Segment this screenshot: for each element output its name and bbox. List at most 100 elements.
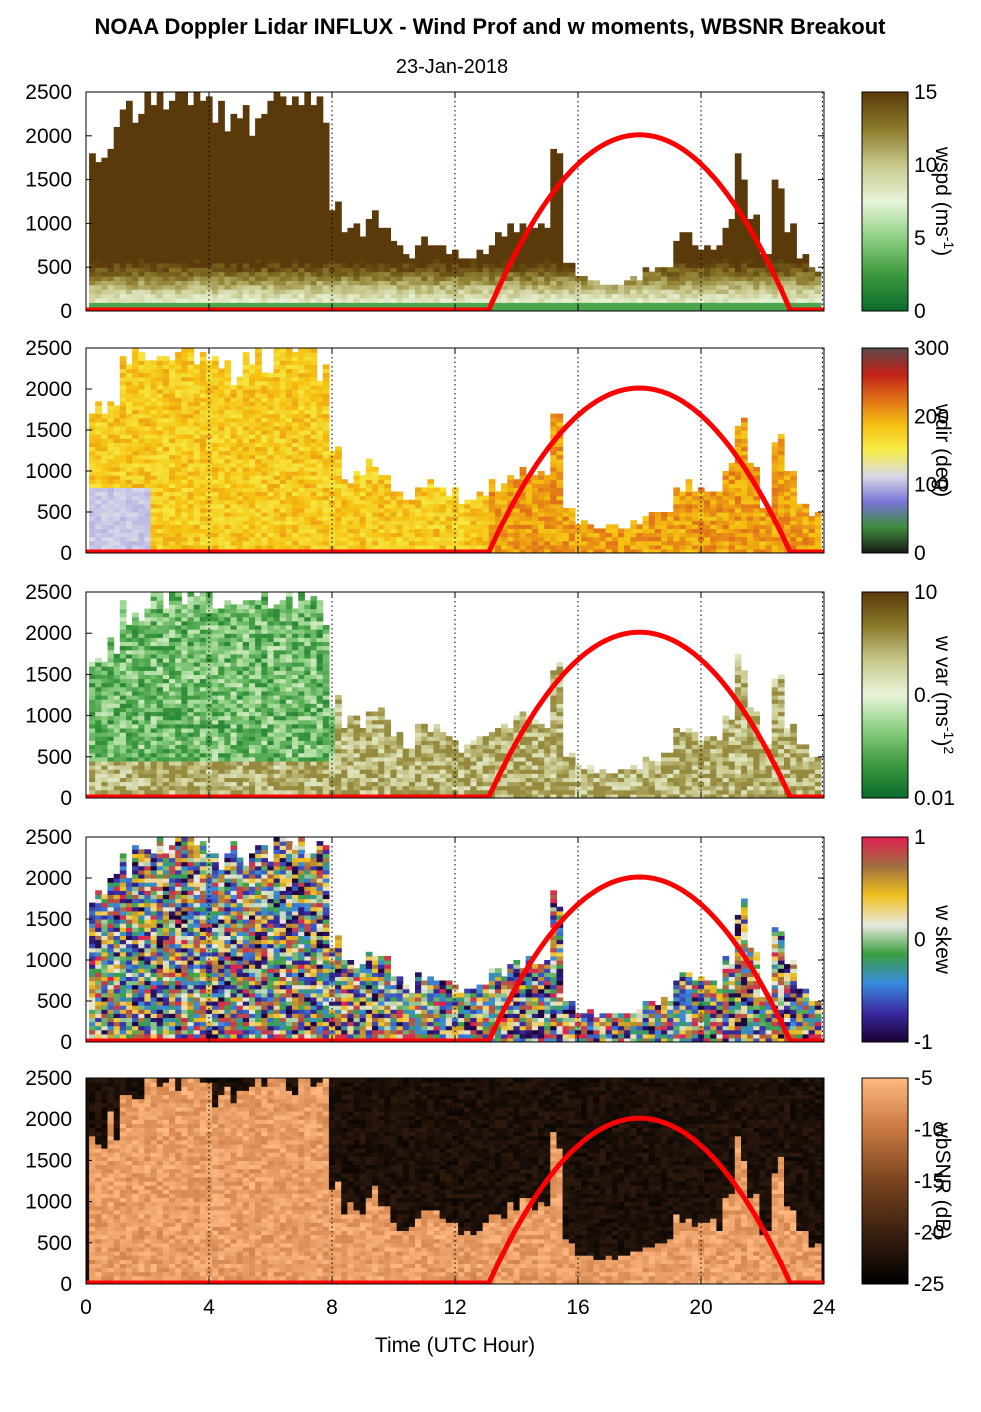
heatmap-cell [193, 487, 201, 493]
heatmap-cell [162, 127, 170, 132]
heatmap-cell [335, 466, 342, 472]
heatmap-cell [199, 425, 207, 431]
heatmap-cell [255, 140, 262, 146]
heatmap-cell [138, 475, 145, 480]
heatmap-cell [488, 258, 496, 264]
heatmap-cell [156, 254, 164, 260]
heatmap-cell [390, 284, 398, 290]
heatmap-cell [242, 528, 250, 534]
heatmap-cell [513, 262, 521, 268]
heatmap-cell [808, 302, 816, 308]
heatmap-cell [181, 223, 188, 229]
heatmap-cell [144, 135, 152, 141]
heatmap-cell [298, 210, 305, 216]
heatmap-cell [544, 240, 551, 246]
heatmap-cell [734, 236, 742, 242]
heatmap-cell [113, 536, 121, 542]
heatmap-cell [230, 122, 238, 128]
heatmap-cell [267, 389, 275, 394]
heatmap-cell [230, 536, 238, 542]
heatmap-cell [384, 254, 391, 260]
heatmap-cell [224, 471, 232, 476]
heatmap-cell [132, 364, 139, 370]
heatmap-cell [181, 210, 188, 216]
heatmap-cell [132, 417, 139, 423]
heatmap-cell [218, 249, 225, 255]
heatmap-cell [390, 267, 398, 273]
heatmap-cell [538, 297, 545, 303]
heatmap-cell [95, 297, 102, 303]
heatmap-cell [402, 276, 410, 281]
heatmap-cell [181, 348, 188, 353]
heatmap-cell [796, 280, 803, 286]
heatmap-cell [199, 438, 207, 443]
heatmap-cell [562, 280, 570, 286]
heatmap-cell [255, 384, 262, 390]
heatmap-cell [224, 236, 232, 242]
heatmap-cell [310, 479, 318, 484]
heatmap-cell [365, 267, 373, 273]
heatmap-cell [316, 214, 324, 220]
heatmap-cell [292, 258, 299, 264]
heatmap-cell [476, 249, 484, 255]
heatmap-cell [556, 258, 564, 264]
heatmap-cell [126, 413, 133, 419]
heatmap-cell [218, 205, 225, 211]
heatmap-cell [279, 232, 287, 238]
heatmap-cell [365, 249, 373, 255]
heatmap-cell [89, 219, 96, 224]
heatmap-cell [808, 289, 816, 295]
heatmap-cell [279, 540, 287, 546]
heatmap-cell [273, 348, 281, 353]
heatmap-cell [132, 297, 139, 303]
heatmap-cell [304, 487, 311, 493]
heatmap-cell [162, 192, 170, 198]
heatmap-cell [544, 267, 551, 273]
heatmap-cell [777, 262, 785, 268]
heatmap-cell [181, 205, 188, 211]
colorbar-tick-label: 15 [914, 81, 937, 104]
heatmap-cell [236, 397, 244, 402]
heatmap-cell [267, 495, 275, 501]
heatmap-cell [101, 227, 109, 233]
heatmap-cell [292, 118, 299, 124]
heatmap-cell [101, 197, 109, 203]
heatmap-cell [753, 306, 760, 311]
heatmap-cell [261, 421, 268, 427]
heatmap-cell [316, 245, 324, 251]
heatmap-cell [113, 258, 121, 264]
heatmap-cell [279, 438, 287, 443]
heatmap-cell [224, 499, 232, 505]
heatmap-cell [267, 532, 275, 538]
heatmap-cell [218, 148, 225, 154]
heatmap-cell [390, 258, 398, 264]
heatmap-cell [556, 175, 564, 181]
heatmap-cell [101, 284, 109, 290]
heatmap-cell [169, 384, 176, 390]
heatmap-cell [126, 267, 133, 273]
heatmap-cell [236, 393, 244, 398]
heatmap-cell [261, 157, 268, 163]
heatmap-cell [753, 219, 760, 224]
heatmap-cell [193, 446, 201, 452]
heatmap-cell [581, 276, 588, 281]
heatmap-cell [126, 458, 133, 464]
heatmap-cell [193, 122, 201, 128]
heatmap-cell [476, 289, 484, 295]
heatmap-cell [267, 536, 275, 542]
heatmap-cell [249, 491, 256, 497]
heatmap-cell [175, 516, 182, 521]
heatmap-cell [347, 536, 355, 542]
heatmap-cell [261, 462, 268, 468]
heatmap-cell [156, 380, 164, 386]
heatmap-cell [335, 262, 342, 268]
heatmap-cell [261, 245, 268, 251]
heatmap-cell [562, 302, 570, 308]
heatmap-cell [107, 512, 115, 517]
heatmap-cell [126, 384, 133, 390]
heatmap-cell [187, 214, 195, 220]
heatmap-cell [242, 540, 250, 546]
heatmap-cell [292, 434, 299, 439]
heatmap-cell [169, 368, 176, 374]
heatmap-cell [169, 223, 176, 229]
